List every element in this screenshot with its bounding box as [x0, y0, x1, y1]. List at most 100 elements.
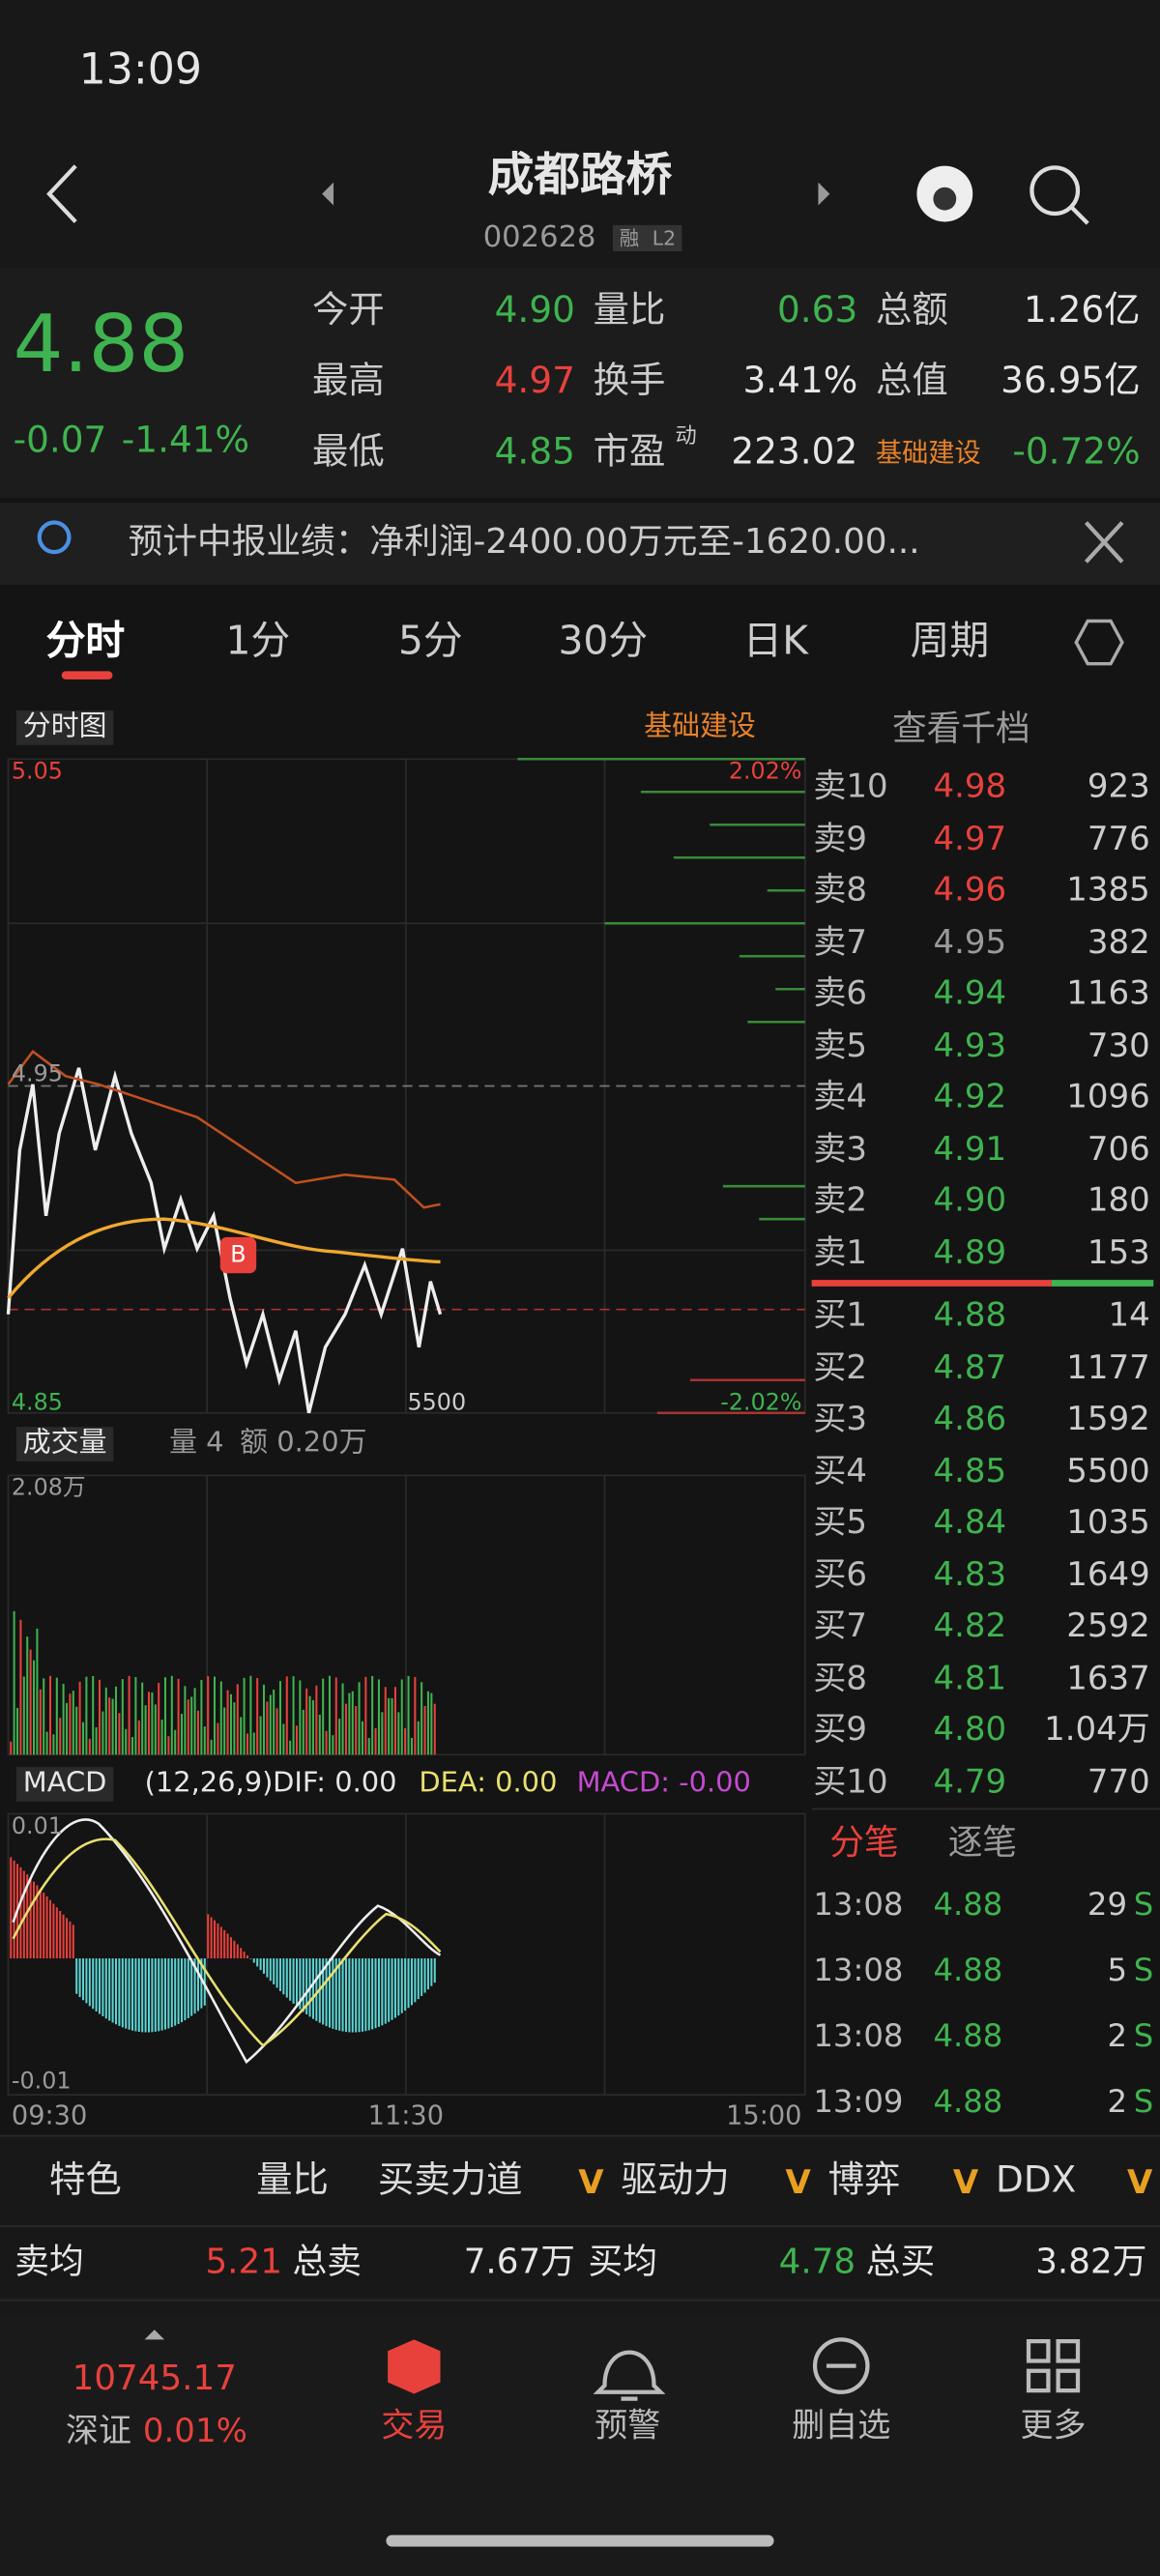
volume-bar-deco [72, 1691, 74, 1755]
chart-selector[interactable]: 分时图 [15, 710, 114, 745]
depth-link[interactable]: 查看千档 [891, 709, 1030, 749]
volume-bar-deco [273, 1689, 276, 1755]
book-price: 4.98 [933, 766, 1007, 805]
macd-bar-deco [154, 1958, 157, 2032]
tab[interactable]: 日K [742, 618, 809, 664]
volume-selector[interactable]: 成交量 [15, 1427, 114, 1462]
nav-item[interactable]: 预警 [594, 2405, 661, 2446]
macd-bar-deco [295, 1958, 298, 2007]
macd-bar-deco [210, 1917, 213, 1959]
mascot-eye [933, 187, 957, 211]
volume-value: 量 4 [169, 1427, 224, 1461]
macd-bar-deco [223, 1929, 226, 1959]
volume-bar-deco [348, 1693, 351, 1755]
macd-bar-deco [69, 1921, 72, 1959]
remove-icon[interactable] [812, 2337, 870, 2394]
notice-text[interactable]: 预计中报业绩：净利润-2400.00万元至-1620.00... [128, 521, 920, 562]
macd: MACD: -0.00 [576, 1767, 751, 1801]
nav-item[interactable]: 交易 [381, 2405, 448, 2446]
separators [0, 1808, 1160, 2301]
tab[interactable]: 1分 [225, 618, 291, 664]
volume-bar-deco [233, 1702, 236, 1755]
trade-tab[interactable]: 逐笔 [947, 1822, 1018, 1863]
book-volume: 1649 [1066, 1553, 1150, 1593]
macd-bar-deco [128, 1958, 130, 2030]
toolbar-item[interactable]: 量比 [256, 2160, 329, 2202]
index-value[interactable]: 10745.17 [72, 2358, 237, 2398]
volume-bar-deco [134, 1677, 137, 1755]
bell-icon[interactable] [593, 2350, 666, 2401]
macd-bar-deco [160, 1958, 163, 2031]
trade-side: S [1133, 2084, 1154, 2121]
volume-bar-deco [325, 1730, 328, 1755]
volume-bar-deco [338, 1719, 341, 1755]
nav-item[interactable]: 删自选 [792, 2405, 891, 2446]
tab[interactable]: 30分 [558, 618, 649, 664]
sector-toggle[interactable]: 基础建设 [644, 710, 756, 744]
back-icon[interactable] [46, 164, 77, 223]
trade-tab[interactable]: 分笔 [829, 1822, 899, 1863]
volume-bar-deco [104, 1687, 107, 1755]
macd-bar-deco [22, 1870, 25, 1959]
summary-label: 卖均 [14, 2242, 84, 2282]
trade-time: 13:08 [813, 1953, 904, 1989]
macd-bar-deco [217, 1923, 219, 1959]
volume-bar-deco [397, 1712, 400, 1755]
macd-bar-deco [266, 1958, 269, 1978]
volume-bar-deco [249, 1675, 252, 1755]
book-volume: 923 [1087, 766, 1150, 805]
volume-bar-deco [163, 1677, 167, 1755]
expand-arrow[interactable] [144, 2330, 164, 2340]
more-icon[interactable] [1026, 2338, 1081, 2393]
summary-value: 7.67万 [463, 2242, 575, 2282]
close-icon[interactable] [1084, 521, 1124, 564]
macd-bar-deco [85, 1958, 88, 2004]
volume-bar-deco [400, 1679, 403, 1755]
macd-bar-deco [141, 1958, 144, 2033]
amount-value: 额 0.20万 [240, 1427, 367, 1461]
tab[interactable]: 5分 [397, 618, 463, 664]
stock-name: 成都路桥 [487, 147, 673, 203]
search-icon[interactable] [1030, 165, 1081, 217]
volume-bar-deco [404, 1727, 407, 1755]
volume-bar-deco [361, 1721, 363, 1755]
toolbar-item[interactable]: 买卖力道 [377, 2160, 523, 2202]
macd-bar-deco [273, 1958, 276, 1984]
macd-bar-deco [137, 1958, 140, 2032]
macd-bar-deco [292, 1958, 295, 2004]
toolbar-item[interactable]: 博弈 [827, 2160, 901, 2202]
nav-item[interactable]: 更多 [1020, 2405, 1087, 2446]
trade-icon[interactable] [388, 2339, 441, 2394]
book-label: 买3 [813, 1398, 868, 1438]
macd-bar-deco [252, 1958, 255, 1963]
dea-line [12, 1838, 442, 2047]
macd-bar-deco [341, 1958, 344, 2032]
stat-value: 0.63 [776, 290, 858, 333]
macd-bar-deco [430, 1958, 433, 1986]
volume-bar-deco [426, 1691, 429, 1755]
top-bar [0, 0, 1160, 269]
stat-value: 36.95亿 [1000, 361, 1141, 403]
volume-bar-deco [210, 1739, 213, 1755]
macd-selector[interactable]: MACD [15, 1767, 114, 1802]
settings-icon[interactable] [1074, 619, 1124, 666]
macd-bar-deco [13, 1860, 15, 1959]
book-price: 4.96 [933, 869, 1007, 909]
tab[interactable]: 周期 [910, 618, 990, 664]
volume-bar-deco [154, 1704, 157, 1755]
buy-marker[interactable] [219, 1236, 257, 1274]
toolbar-item[interactable]: 特色 [48, 2160, 122, 2202]
summary-value: 5.21 [205, 2242, 282, 2282]
summary-label: 买均 [588, 2242, 657, 2282]
notice-bar[interactable] [0, 503, 1160, 586]
tab[interactable]: 分时 [45, 618, 126, 664]
toolbar-item[interactable]: DDX [996, 2160, 1077, 2202]
volume-bar-deco [203, 1726, 206, 1755]
toolbar-item[interactable]: 驱动力 [621, 2160, 730, 2202]
macd-bar-deco [121, 1958, 124, 2028]
dif: DIF: 0.00 [273, 1767, 397, 1801]
book-label: 卖3 [813, 1127, 868, 1168]
trade-side: S [1133, 1953, 1154, 1989]
macd-bar-deco [130, 1958, 134, 2031]
volume-bar-deco [246, 1733, 248, 1755]
